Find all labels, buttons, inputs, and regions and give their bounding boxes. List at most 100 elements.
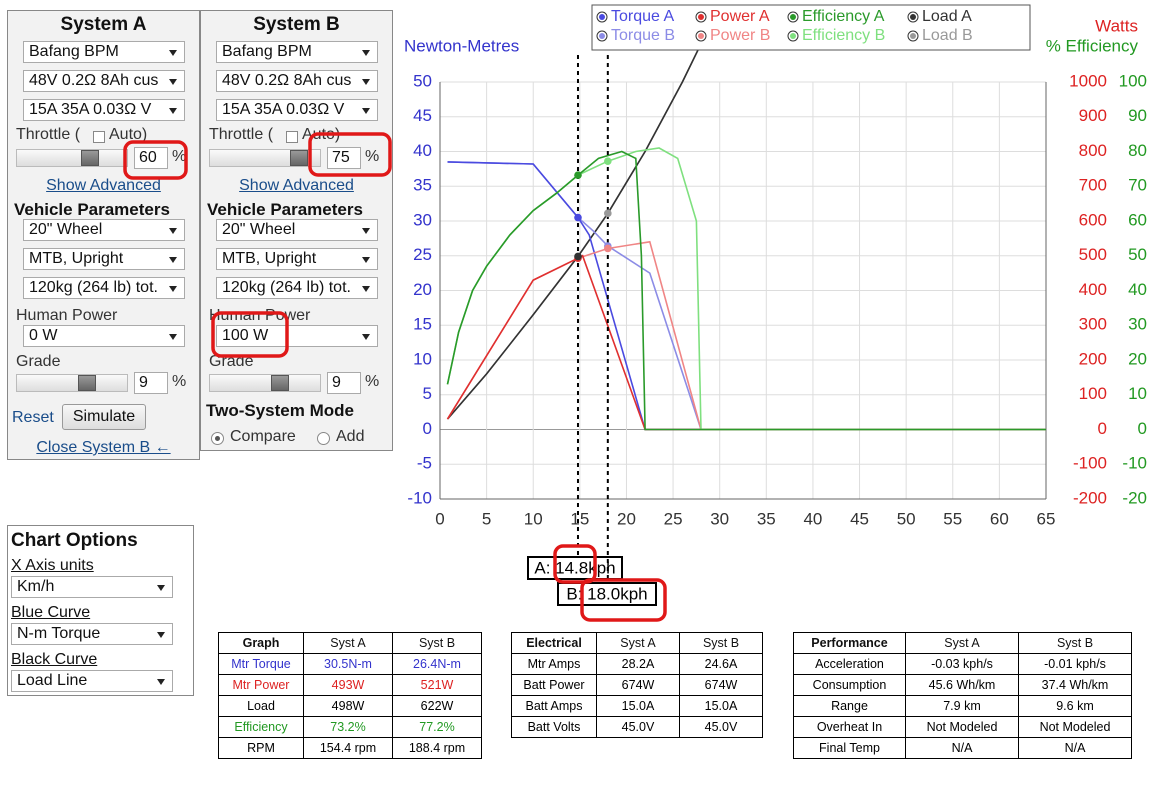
vehicle-heading: Vehicle Parameters	[207, 200, 363, 219]
dropdown[interactable]: Bafang BPM	[23, 41, 185, 63]
dropdown[interactable]: 120kg (264 lb) tot.	[23, 277, 185, 299]
grade-input[interactable]: 9	[327, 372, 361, 394]
simulate-button[interactable]: Simulate	[62, 404, 146, 430]
cell: 15.0A	[679, 695, 763, 717]
dropdown[interactable]: Load Line	[11, 670, 173, 692]
cell: Efficiency	[218, 716, 304, 738]
header-cell: Syst A	[905, 632, 1019, 654]
y2-tick-label: 100	[1079, 384, 1107, 403]
cell: Load	[218, 695, 304, 717]
throttle-label: Throttle (	[209, 126, 274, 143]
throttle-input[interactable]: 60	[134, 147, 168, 169]
human-power-label: Human Power	[209, 307, 311, 324]
cell: 154.4 rpm	[303, 737, 393, 759]
throttle-slider[interactable]	[16, 149, 128, 167]
dropdown-value: 15A 35A 0.03Ω V	[29, 101, 152, 118]
legend-label: Load A	[922, 8, 972, 25]
cell: Mtr Power	[218, 674, 304, 696]
dropdown[interactable]: 48V 0.2Ω 8Ah cus	[216, 70, 378, 92]
cell: Overheat In	[793, 716, 906, 738]
dropdown[interactable]: 48V 0.2Ω 8Ah cus	[23, 70, 185, 92]
grade-slider[interactable]	[209, 374, 321, 392]
cell: Batt Volts	[511, 716, 597, 738]
cursor-label: A: 14.8kph	[534, 558, 615, 577]
cell: N/A	[1018, 737, 1132, 759]
grade-input[interactable]: 9	[134, 372, 168, 394]
compare-radio[interactable]	[211, 432, 224, 445]
auto-checkbox[interactable]	[286, 131, 298, 143]
results-table: Electrical Syst A Syst B Mtr Amps 28.2A 24.6A…	[511, 632, 763, 738]
x-tick-label: 20	[617, 509, 636, 528]
y-tick-label: 25	[413, 245, 432, 264]
dropdown[interactable]: 15A 35A 0.03Ω V	[23, 99, 185, 121]
header-cell: Syst A	[303, 632, 393, 654]
dropdown[interactable]: 15A 35A 0.03Ω V	[216, 99, 378, 121]
y-tick-label: 35	[413, 176, 432, 195]
show-advanced-link[interactable]: Show Advanced	[239, 177, 354, 194]
dropdown[interactable]: N-m Torque	[11, 623, 173, 645]
grade-slider[interactable]	[16, 374, 128, 392]
slider-thumb	[78, 375, 96, 391]
legend-marker	[907, 30, 919, 42]
dropdown-arrow	[362, 79, 370, 85]
dropdown[interactable]: MTB, Upright	[23, 248, 185, 270]
y-tick-label: 40	[413, 141, 432, 160]
cell: -0.03 kph/s	[905, 653, 1019, 675]
option-label: X Axis units	[11, 557, 94, 574]
close-link[interactable]: Close System B ←	[36, 439, 171, 456]
cell: 45.0V	[596, 716, 680, 738]
cell: 37.4 Wh/km	[1018, 674, 1132, 696]
cell: 498W	[303, 695, 393, 717]
dropdown-value: 120kg (264 lb) tot.	[29, 279, 158, 296]
cell: Acceleration	[793, 653, 906, 675]
cursor-dot	[604, 209, 612, 218]
y3-tick-label: 10	[1128, 384, 1147, 403]
dropdown[interactable]: 20" Wheel	[216, 219, 378, 241]
dropdown[interactable]: 20" Wheel	[23, 219, 185, 241]
cell: 521W	[392, 674, 482, 696]
cell: Not Modeled	[1018, 716, 1132, 738]
cursor-dot	[574, 252, 582, 261]
add-radio[interactable]	[317, 432, 330, 445]
y-tick-label: 20	[413, 280, 432, 299]
grade-label: Grade	[16, 353, 61, 370]
dropdown-value: 0 W	[29, 327, 58, 344]
cursor-dot	[604, 242, 612, 250]
throttle-slider[interactable]	[209, 149, 321, 167]
dropdown[interactable]: Bafang BPM	[216, 41, 378, 63]
cell: RPM	[218, 737, 304, 759]
auto-label: Auto)	[302, 126, 341, 143]
cursor-dot	[604, 157, 612, 166]
dropdown[interactable]: MTB, Upright	[216, 248, 378, 270]
y2-tick-label: 300	[1079, 315, 1107, 334]
cell: 188.4 rpm	[392, 737, 482, 759]
legend-marker-dot	[790, 14, 796, 20]
legend-marker	[787, 30, 799, 42]
legend-label: Load B	[922, 27, 973, 44]
dropdown[interactable]: 0 W	[23, 325, 185, 347]
dropdown[interactable]: 100 W	[216, 325, 378, 347]
dropdown-value: 100 W	[222, 327, 269, 344]
percent: %	[365, 373, 380, 390]
series-line	[446, 147, 1046, 431]
annotation-highlight	[580, 578, 667, 622]
series-line	[446, 43, 702, 420]
header-cell: Syst B	[679, 632, 763, 654]
dropdown-arrow	[169, 286, 177, 292]
dropdown[interactable]: Km/h	[11, 576, 173, 598]
y-tick-label: 10	[413, 349, 432, 368]
throttle-label: Throttle (	[16, 126, 81, 143]
auto-checkbox[interactable]	[93, 131, 105, 143]
y3-tick-label: -10	[1122, 454, 1147, 473]
y3-tick-label: 80	[1128, 141, 1147, 160]
dropdown-value: Bafang BPM	[29, 43, 119, 60]
dropdown[interactable]: 120kg (264 lb) tot.	[216, 277, 378, 299]
throttle-input[interactable]: 75	[327, 147, 361, 169]
auto-label: Auto)	[109, 126, 148, 143]
reset-link[interactable]: Reset	[12, 409, 54, 426]
dropdown-value: Bafang BPM	[222, 43, 312, 60]
row: Mtr Torque 30.5N-m 26.4N-m	[218, 653, 482, 675]
legend-label: Torque A	[611, 8, 674, 25]
cell: N/A	[905, 737, 1019, 759]
show-advanced-link[interactable]: Show Advanced	[46, 177, 161, 194]
